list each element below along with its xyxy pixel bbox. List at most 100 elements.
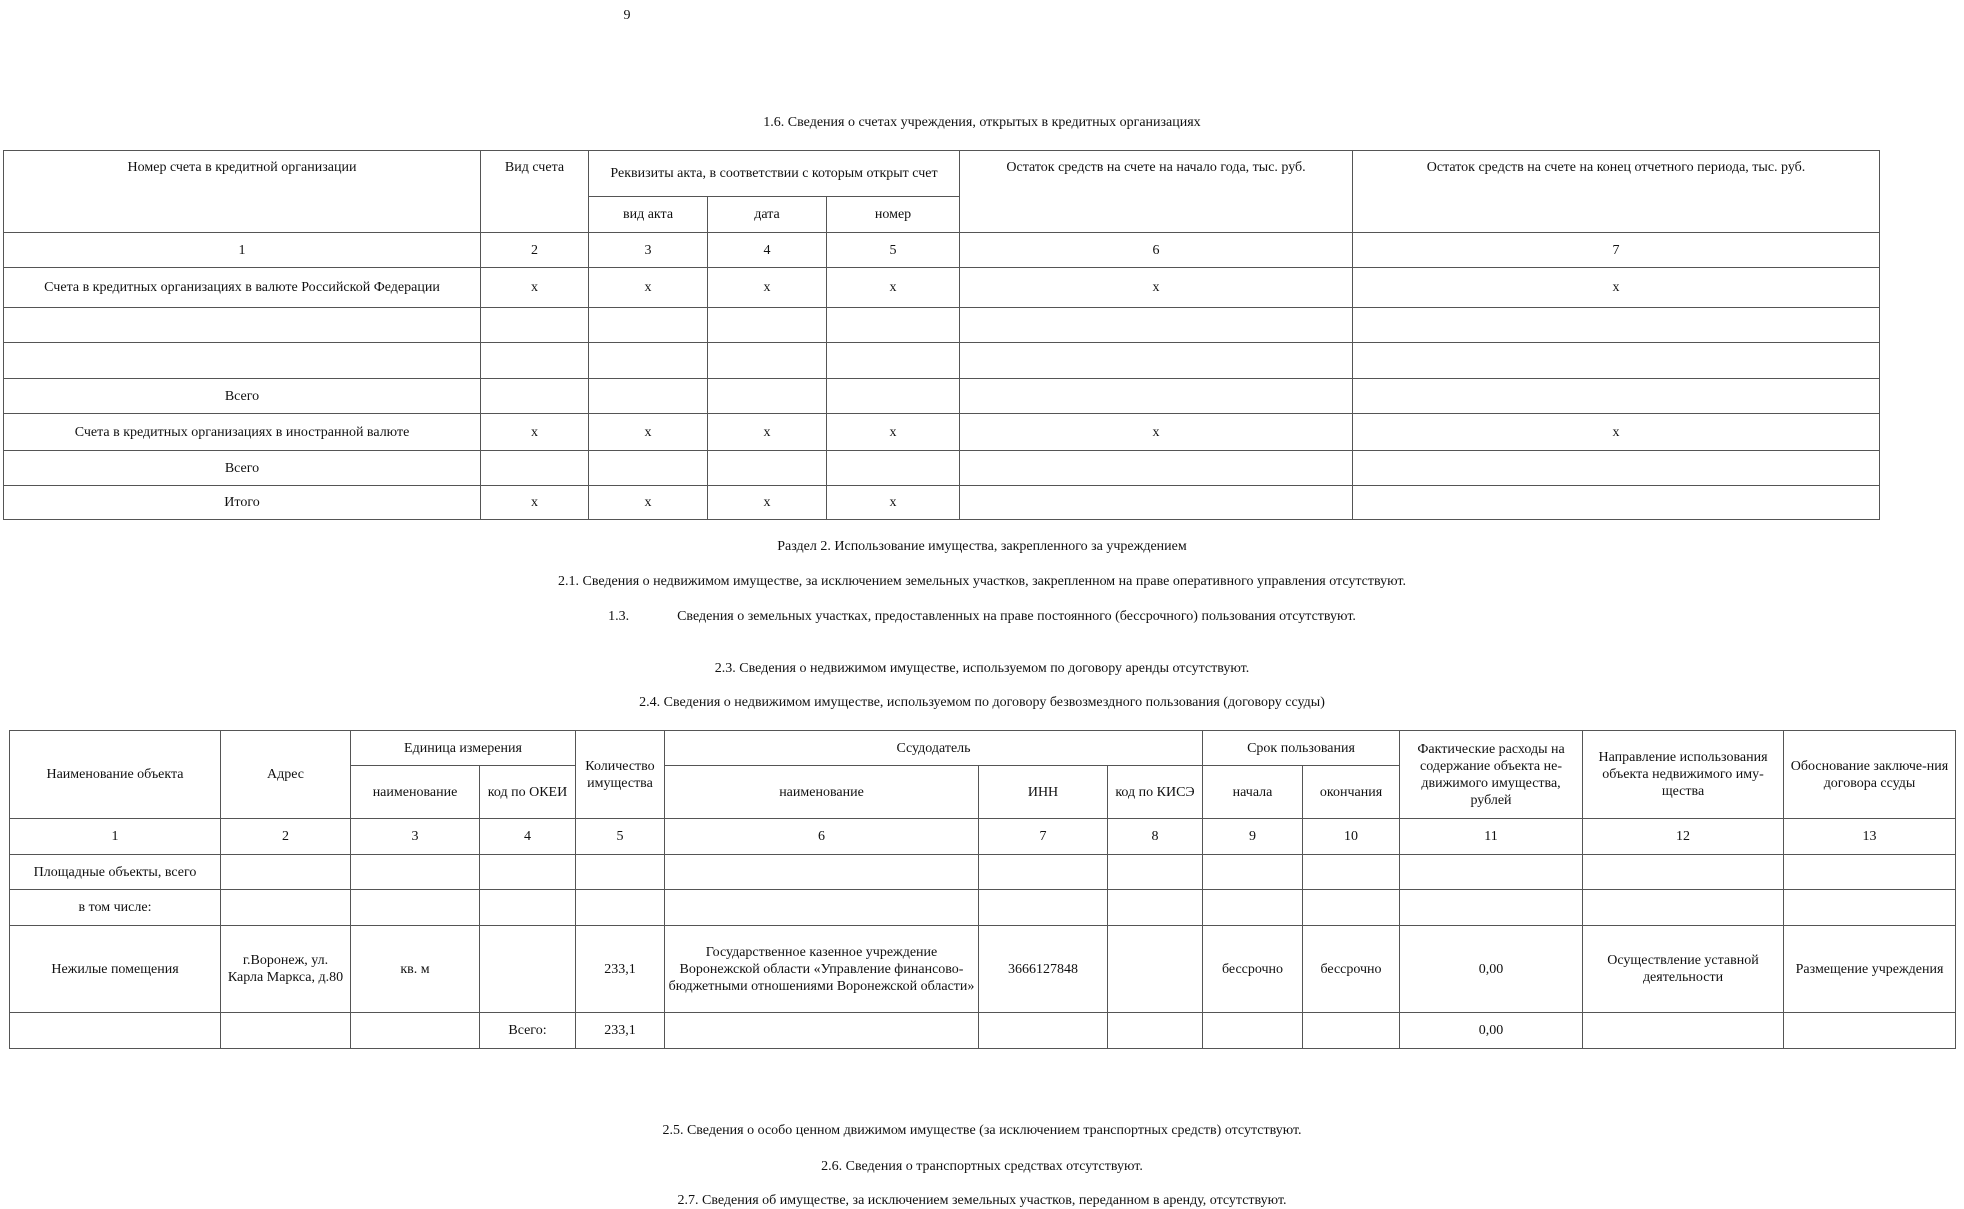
table-cell: Государственное казенное учреждение Воро… (664, 925, 979, 1013)
table-cell: Площадные объекты, всего (9, 854, 221, 890)
table-cell (825, 378, 961, 414)
header-term-start: начала (1202, 765, 1304, 819)
page-number: 9 (623, 8, 631, 23)
table-cell (825, 307, 961, 343)
table-cell (1783, 854, 1957, 890)
section-1-3: 1.3. Сведения о земельных участках, предо… (0, 609, 1964, 625)
section-2-7: 2.7. Сведения об имуществе, за исключени… (677, 1193, 1287, 1208)
table-cell (959, 378, 1354, 414)
table-cell: 3666127848 (978, 925, 1108, 1013)
table-cell (480, 450, 589, 486)
table-cell: 4 (479, 818, 576, 855)
table-cell (664, 854, 979, 890)
table-cell (707, 450, 827, 486)
table-cell: 12 (1582, 818, 1785, 855)
table-cell: 5 (575, 818, 665, 855)
table-cell (479, 854, 576, 890)
table-cell: x (480, 267, 589, 308)
table-cell: Итого (3, 485, 481, 520)
table-cell (1399, 889, 1584, 926)
section-1-3-text: Сведения о земельных участках, предостав… (677, 609, 1356, 624)
table-cell (959, 307, 1354, 343)
header-object-name: Наименование объекта (9, 730, 221, 819)
header-address: Адрес (220, 730, 351, 819)
column-numbers-row: 1 2 3 4 5 6 7 8 9 10 11 12 13 (9, 818, 1957, 855)
table-cell (1352, 307, 1881, 343)
table-cell (588, 378, 708, 414)
table-cell: x (588, 267, 708, 308)
table-row: Всего (3, 378, 1881, 414)
table-cell (588, 342, 708, 379)
section-2-4: 2.4. Сведения о недвижимом имуществе, ис… (639, 695, 1325, 710)
header-basis: Обоснование заключе-ния договора ссуды (1783, 730, 1957, 819)
section-2-5: 2.5. Сведения о особо ценном движимом им… (662, 1123, 1302, 1138)
table-cell: 0,00 (1399, 925, 1584, 1013)
table-cell: 2 (480, 232, 589, 268)
table-cell (220, 1012, 351, 1049)
table-cell (1106, 1012, 1204, 1049)
table-cell (575, 889, 665, 926)
table-cell (978, 854, 1108, 890)
table-cell: 7 (978, 818, 1108, 855)
table-cell (9, 1012, 221, 1049)
table-row: в том числе: (9, 889, 1957, 926)
table-row: Итого x x x x (3, 485, 1881, 520)
table-cell (1582, 889, 1785, 926)
table-cell: x (825, 413, 961, 451)
header-balance-end: Остаток средств на счете на конец отчетн… (1352, 150, 1881, 233)
table-cell: 2 (220, 818, 351, 855)
table-cell (1582, 1012, 1785, 1049)
table-cell: 3 (588, 232, 708, 268)
table-cell (1106, 889, 1204, 926)
table-cell: 0,00 (1399, 1012, 1584, 1049)
table-cell: кв. м (350, 925, 480, 1013)
table-cell: 13 (1783, 818, 1957, 855)
table-cell: 233,1 (575, 1012, 665, 1049)
table-cell: бессрочно (1302, 925, 1401, 1013)
table-row (3, 342, 1881, 379)
table-cell: x (588, 485, 708, 520)
table-cell: x (959, 267, 1354, 308)
table-cell (479, 925, 576, 1013)
header-account-number: Номер счета в кредитной организации (3, 150, 481, 233)
table-cell (1783, 1012, 1957, 1049)
table-cell (707, 307, 827, 343)
section-1-6-title: 1.6. Сведения о счетах учреждения, откры… (763, 115, 1201, 130)
table-cell: 8 (1106, 818, 1204, 855)
table-cell: x (825, 267, 961, 308)
header-term: Срок пользования (1202, 730, 1401, 766)
table-cell (1352, 485, 1881, 520)
table-cell: в том числе: (9, 889, 221, 926)
table-cell: x (1352, 413, 1881, 451)
header-lender: Ссудодатель (663, 730, 1204, 766)
header-quantity: Количество имущества (575, 730, 665, 819)
table-cell (1399, 854, 1584, 890)
header-expenses: Фактические расходы на содержание объект… (1399, 730, 1584, 819)
table-cell: x (480, 413, 589, 451)
table-cell (3, 307, 481, 343)
header-account-type: Вид счета (480, 150, 589, 233)
table-cell: г.Воронеж, ул. Карла Маркса, д.80 (220, 925, 351, 1013)
table-cell (1352, 378, 1881, 414)
table-cell: 233,1 (575, 925, 665, 1013)
header-usage: Направление использования объекта недвиж… (1582, 730, 1785, 819)
header-number: номер (825, 196, 961, 233)
table-cell (1302, 1012, 1401, 1049)
table-cell (3, 342, 481, 379)
table-cell: Всего: (479, 1012, 576, 1049)
table-cell: x (480, 485, 589, 520)
table-cell (707, 342, 827, 379)
table-cell: 1 (9, 818, 221, 855)
section-2-1: 2.1. Сведения о недвижимом имуществе, за… (558, 574, 1406, 589)
table-cell: x (959, 413, 1354, 451)
table-cell: Счета в кредитных организациях в иностра… (3, 413, 481, 451)
section-2-3: 2.3. Сведения о недвижимом имуществе, ис… (714, 661, 1250, 676)
table-cell (1202, 1012, 1304, 1049)
table-cell: x (707, 267, 827, 308)
table-cell: 4 (707, 232, 827, 268)
table-row: Всего: 233,1 0,00 (9, 1012, 1957, 1049)
table-cell: 11 (1399, 818, 1584, 855)
table-cell (959, 450, 1354, 486)
accounts-table: Номер счета в кредитной организации Вид … (3, 150, 1881, 520)
table-cell (978, 889, 1108, 926)
